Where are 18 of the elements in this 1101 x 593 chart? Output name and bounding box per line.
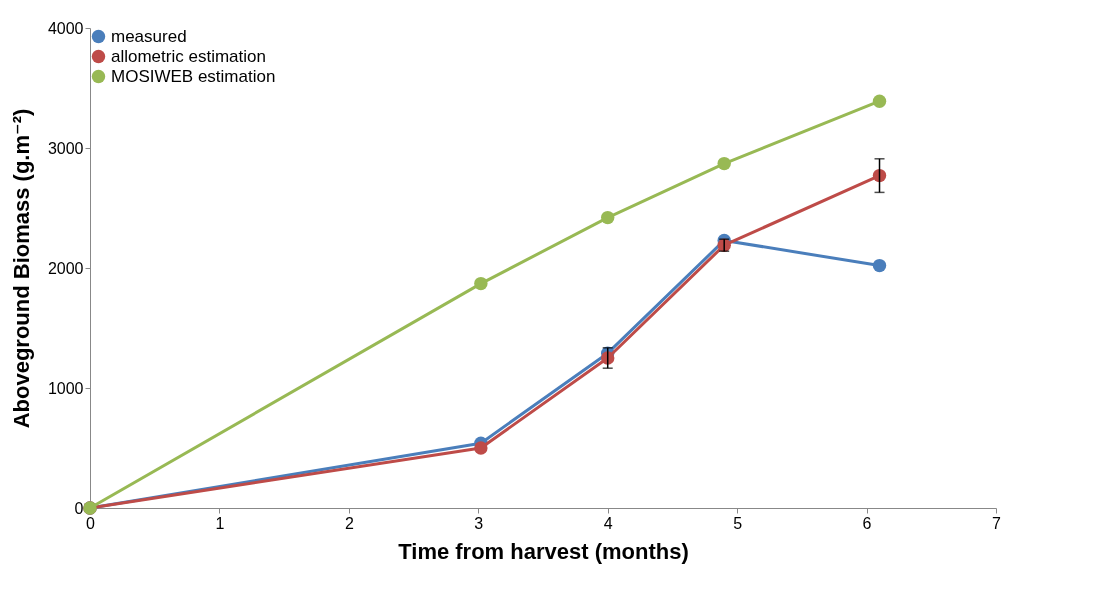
legend-label: allometric estimation <box>111 46 266 66</box>
x-tick-label: 0 <box>86 514 96 532</box>
x-tick-label: 5 <box>733 514 743 532</box>
y-tick-label: 3000 <box>47 139 84 157</box>
y-tick-label: 1000 <box>47 379 84 397</box>
y-tick-label: 4000 <box>47 19 84 37</box>
legend-label: MOSIWEB estimation <box>111 66 276 86</box>
y-tick-label: 2000 <box>47 259 84 277</box>
x-tick-label: 3 <box>474 514 484 532</box>
x-tick-label: 7 <box>992 514 1002 532</box>
y-axis-title: Aboveground Biomass (g.m⁻²) <box>8 108 34 429</box>
y-tick-label: 0 <box>74 499 84 517</box>
x-tick-label: 4 <box>603 514 613 532</box>
x-axis-title: Time from harvest (months) <box>398 538 689 564</box>
x-tick-label: 1 <box>215 514 225 532</box>
x-tick-label: 2 <box>344 514 354 532</box>
legend-label: measured <box>111 26 187 46</box>
x-tick-label: 6 <box>862 514 872 532</box>
